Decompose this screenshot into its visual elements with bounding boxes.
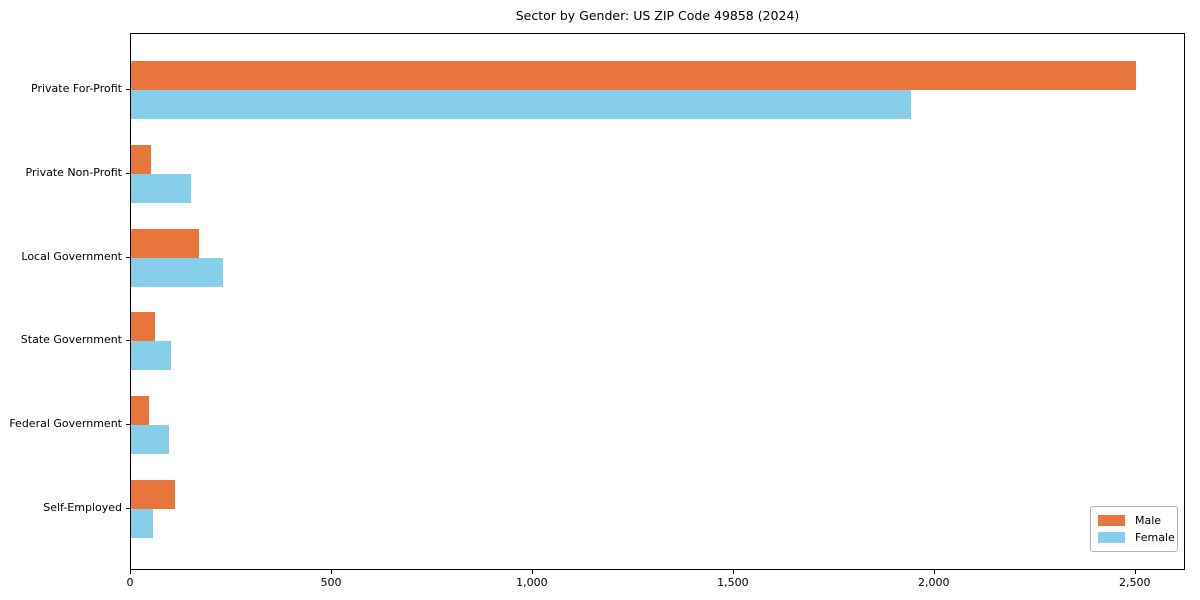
bar-male-private-for-profit bbox=[131, 61, 1136, 90]
x-tick-mark bbox=[732, 570, 734, 574]
chart-title: Sector by Gender: US ZIP Code 49858 (202… bbox=[515, 8, 800, 23]
bar-male-local-government bbox=[131, 228, 200, 258]
bar-female-private-non-profit bbox=[131, 173, 192, 203]
bar-male-state-government bbox=[131, 312, 156, 342]
bar-female-federal-government bbox=[131, 425, 170, 455]
legend-label-female: Female bbox=[1135, 531, 1175, 544]
x-tick-label-500: 500 bbox=[320, 576, 342, 589]
x-tick-mark bbox=[331, 570, 332, 574]
bar-male-private-non-profit bbox=[131, 144, 152, 174]
x-tick-label-2-500: 2,500 bbox=[1119, 576, 1151, 589]
legend-item-female: Female bbox=[1098, 532, 1175, 543]
x-tick-label-1-000: 1,000 bbox=[516, 576, 548, 589]
y-tick-label-federal-government: Federal Government bbox=[9, 417, 122, 431]
x-tick-label-0: 0 bbox=[126, 576, 134, 589]
y-tick-label-local-government: Local Government bbox=[21, 249, 122, 263]
bar-female-private-for-profit bbox=[131, 90, 911, 119]
x-tick-mark bbox=[531, 570, 533, 574]
bar-female-self-employed bbox=[131, 509, 154, 538]
y-tick-label-self-employed: Self-Employed bbox=[43, 501, 122, 514]
y-tick-label-private-for-profit: Private For-Profit bbox=[31, 82, 122, 95]
y-tick-mark bbox=[126, 508, 130, 509]
legend-item-male: Male bbox=[1098, 515, 1170, 526]
x-tick-mark bbox=[130, 570, 131, 574]
bar-female-state-government bbox=[131, 341, 172, 371]
x-tick-label-2-000: 2,000 bbox=[918, 576, 950, 589]
legend-label-male: Male bbox=[1135, 514, 1162, 527]
bar-male-self-employed bbox=[131, 480, 176, 509]
y-tick-mark bbox=[126, 340, 130, 342]
plot-area bbox=[130, 33, 1185, 570]
y-tick-mark bbox=[126, 256, 130, 258]
y-tick-label-private-non-profit: Private Non-Profit bbox=[25, 165, 122, 179]
y-tick-mark bbox=[126, 424, 130, 426]
x-tick-mark bbox=[933, 570, 935, 574]
bar-male-federal-government bbox=[131, 396, 150, 426]
bar-female-local-government bbox=[131, 257, 224, 287]
legend-swatch-male bbox=[1098, 515, 1125, 526]
legend: Male Female bbox=[1090, 506, 1178, 552]
y-tick-mark bbox=[126, 172, 130, 174]
y-tick-mark bbox=[126, 89, 130, 90]
x-tick-mark bbox=[1134, 570, 1136, 574]
legend-swatch-female bbox=[1098, 532, 1125, 543]
y-tick-label-state-government: State Government bbox=[20, 333, 122, 347]
x-tick-label-1-500: 1,500 bbox=[717, 576, 749, 589]
